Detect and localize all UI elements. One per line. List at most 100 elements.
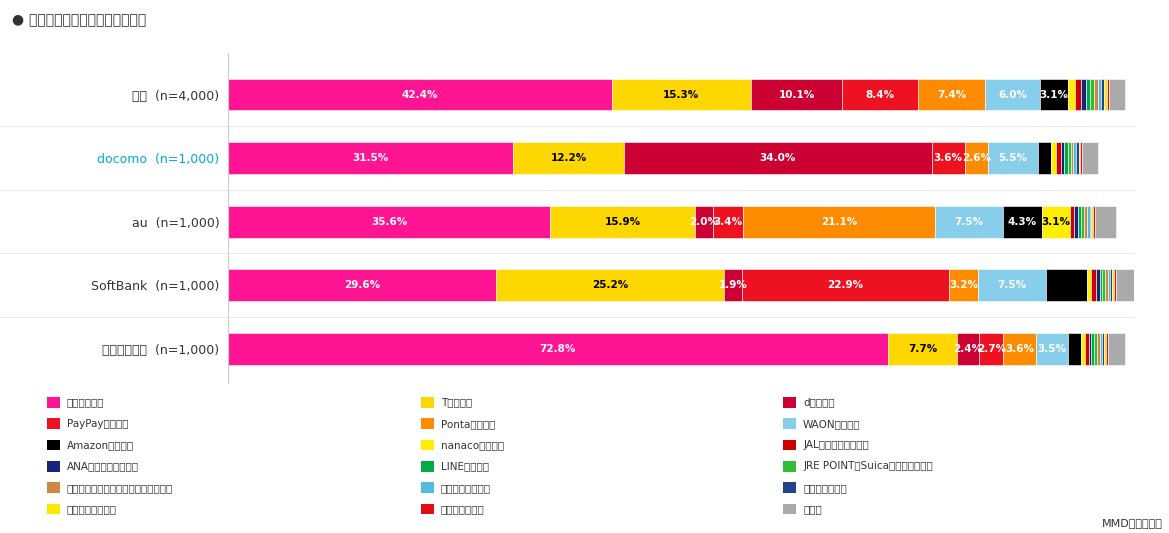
Bar — [228, 269, 496, 301]
Bar — [1104, 79, 1107, 110]
Bar — [1094, 333, 1097, 365]
Bar — [228, 142, 513, 174]
Text: WAONポイント: WAONポイント — [803, 419, 860, 429]
Bar — [1073, 142, 1075, 174]
Bar — [1051, 142, 1056, 174]
Text: 34.0%: 34.0% — [760, 153, 796, 163]
Text: 2.0%: 2.0% — [689, 217, 718, 227]
Bar — [1046, 269, 1087, 301]
Bar — [935, 206, 1003, 238]
Bar — [1092, 269, 1095, 301]
Bar — [1095, 206, 1115, 238]
Bar — [1115, 269, 1134, 301]
Bar — [513, 142, 624, 174]
Bar — [743, 206, 935, 238]
Bar — [978, 333, 1003, 365]
Bar — [624, 142, 932, 174]
Bar — [1078, 206, 1081, 238]
Text: 7.4%: 7.4% — [938, 90, 967, 100]
Bar — [1085, 333, 1088, 365]
Text: 15.9%: 15.9% — [604, 217, 641, 227]
Bar — [1038, 142, 1051, 174]
Bar — [1095, 269, 1100, 301]
Bar — [1087, 206, 1090, 238]
Bar — [1081, 333, 1085, 365]
Text: 3.6%: 3.6% — [934, 153, 963, 163]
Text: 7.5%: 7.5% — [997, 280, 1026, 290]
Text: 1.9%: 1.9% — [719, 280, 747, 290]
Bar — [1080, 142, 1082, 174]
Text: 42.4%: 42.4% — [402, 90, 438, 100]
Bar — [887, 333, 957, 365]
Bar — [1090, 206, 1092, 238]
Text: 22.9%: 22.9% — [828, 280, 864, 290]
Text: 4.3%: 4.3% — [1008, 217, 1037, 227]
Text: ビックポイント: ビックポイント — [441, 504, 484, 514]
Bar — [1056, 142, 1060, 174]
Text: 2.4%: 2.4% — [954, 344, 983, 354]
Text: ● 最も利用するポイントサービス: ● 最も利用するポイントサービス — [12, 13, 146, 27]
Text: 31.5%: 31.5% — [353, 153, 389, 163]
Bar — [1039, 79, 1067, 110]
Text: PayPayボーナス: PayPayボーナス — [67, 419, 129, 429]
Bar — [1092, 333, 1094, 365]
Bar — [988, 142, 1038, 174]
Bar — [1042, 206, 1070, 238]
Bar — [1064, 142, 1067, 174]
Bar — [1100, 269, 1102, 301]
Text: ヤマダポイント: ヤマダポイント — [803, 483, 846, 492]
Bar — [985, 79, 1039, 110]
Bar — [1075, 142, 1079, 174]
Text: 7.7%: 7.7% — [908, 344, 938, 354]
Bar — [1111, 269, 1112, 301]
Text: 12.2%: 12.2% — [551, 153, 587, 163]
Text: 35.6%: 35.6% — [371, 217, 407, 227]
Text: Pontaポイント: Pontaポイント — [441, 419, 496, 429]
Bar — [1108, 333, 1125, 365]
Bar — [228, 206, 551, 238]
Bar — [496, 269, 725, 301]
Text: 72.8%: 72.8% — [540, 344, 576, 354]
Bar — [1067, 142, 1071, 174]
Bar — [1097, 333, 1100, 365]
Bar — [1091, 79, 1094, 110]
Bar — [1093, 206, 1095, 238]
Bar — [551, 206, 694, 238]
Text: 3.1%: 3.1% — [1042, 217, 1070, 227]
Text: 2.7%: 2.7% — [976, 344, 1005, 354]
Bar — [1114, 269, 1115, 301]
Bar — [957, 333, 978, 365]
Text: 楽天ポイント: 楽天ポイント — [67, 398, 104, 407]
Text: 8.4%: 8.4% — [866, 90, 894, 100]
Bar — [1102, 333, 1104, 365]
Text: 3.5%: 3.5% — [1037, 344, 1066, 354]
Bar — [1100, 333, 1102, 365]
Bar — [1101, 79, 1104, 110]
Text: 6.0%: 6.0% — [998, 90, 1028, 100]
Bar — [1107, 79, 1109, 110]
Bar — [1106, 333, 1108, 365]
Bar — [1102, 269, 1105, 301]
Text: Amazonポイント: Amazonポイント — [67, 440, 133, 450]
Bar — [1088, 333, 1092, 365]
Text: JALマイレージバンク: JALマイレージバンク — [803, 440, 869, 450]
Bar — [1067, 79, 1075, 110]
Text: 3.6%: 3.6% — [1005, 344, 1035, 354]
Bar — [1079, 142, 1080, 174]
Bar — [741, 269, 949, 301]
Text: 15.3%: 15.3% — [663, 90, 699, 100]
Bar — [1067, 333, 1081, 365]
Bar — [750, 79, 842, 110]
Text: ゴールドポイント（ヨドバシカメラ）: ゴールドポイント（ヨドバシカメラ） — [67, 483, 173, 492]
Text: Tポイント: Tポイント — [441, 398, 472, 407]
Text: 21.1%: 21.1% — [821, 217, 857, 227]
Bar — [1071, 142, 1073, 174]
Bar — [919, 79, 985, 110]
Bar — [1036, 333, 1067, 365]
Bar — [978, 269, 1046, 301]
Text: MMD研究所調べ: MMD研究所調べ — [1102, 518, 1163, 528]
Bar — [1082, 142, 1098, 174]
Text: 10.1%: 10.1% — [779, 90, 815, 100]
Bar — [1086, 79, 1091, 110]
Bar — [1112, 269, 1114, 301]
